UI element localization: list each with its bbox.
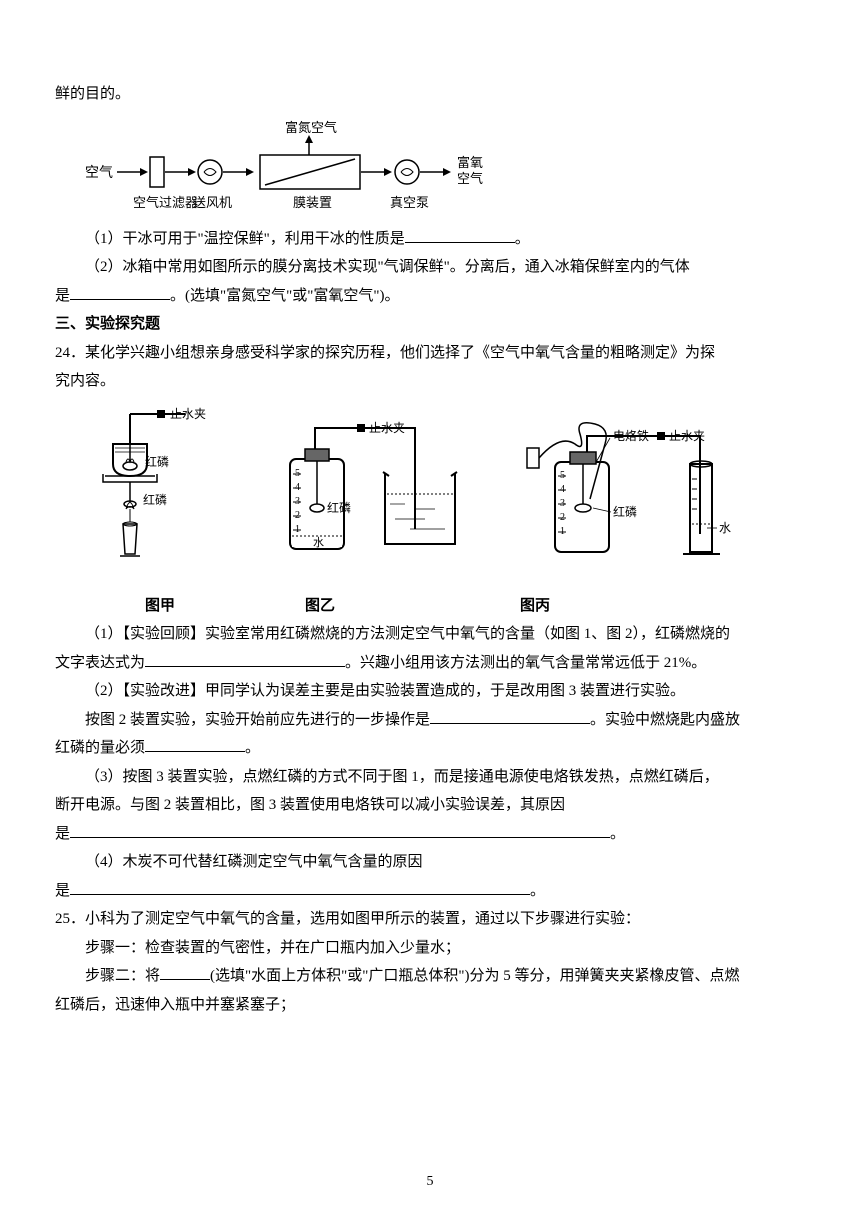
q25-intro: 25．小科为了测定空气中氧气的含量，选用如图甲所示的装置，通过以下步骤进行实验： xyxy=(55,905,805,934)
q2b-pre: 是 xyxy=(55,288,70,304)
q24-4b: 是。 xyxy=(55,877,805,906)
label-air-in: 空气 xyxy=(85,165,113,181)
figure-3: 电烙铁 止水夹 5 4 3 2 1 红磷 水 xyxy=(525,404,755,584)
q24-3c-pre: 是 xyxy=(55,826,70,842)
question-2b: 是 。(选填"富氮空气"或"富氧空气")。 xyxy=(55,282,805,311)
blank-q24-3 xyxy=(70,822,610,838)
q25-s2-pre: 步骤二：将 xyxy=(85,968,160,984)
q24-1b-pre: 文字表达式为 xyxy=(55,655,145,671)
fig1-redp1: 红磷 xyxy=(145,454,169,469)
q24-2b-post: 。实验中燃烧匙内盛放 xyxy=(590,712,740,728)
q1-text: （1）干冰可用于"温控保鲜"，利用干冰的性质是 xyxy=(85,231,405,247)
label-out-top: 富氧 xyxy=(457,155,483,170)
q24-2c: 红磷的量必须 。 xyxy=(55,734,805,763)
caption-fig3: 图丙 xyxy=(520,592,550,621)
q24-2b-pre: 按图 2 装置实验，实验开始前应先进行的一步操作是 xyxy=(85,712,430,728)
q24-intro2: 究内容。 xyxy=(55,367,805,396)
q25-s2: 步骤二：将 (选填"水面上方体积"或"广口瓶总体积")分为 5 等分，用弹簧夹夹紧… xyxy=(55,962,805,991)
q2b-post: 。(选填"富氮空气"或"富氧空气")。 xyxy=(170,288,399,304)
label-out-bottom: 空气 xyxy=(457,171,483,186)
q1-end: 。 xyxy=(515,231,530,247)
blank-q24-4 xyxy=(70,879,530,895)
fig3-redp: 红磷 xyxy=(613,504,637,519)
label-membrane: 膜装置 xyxy=(293,195,332,210)
fig1-clamp: 止水夹 xyxy=(170,407,206,421)
figure-1: 止水夹 红磷 红磷 xyxy=(95,404,225,584)
diagram-membrane-flow: 空气 空气过滤器 送风机 富氮空气 膜装置 真空泵 富氧 空气 xyxy=(75,117,805,217)
q24-2b: 按图 2 装置实验，实验开始前应先进行的一步操作是 。实验中燃烧匙内盛放 xyxy=(55,706,805,735)
q24-1b: 文字表达式为 。兴趣小组用该方法测出的氧气含量常常远低于 21%。 xyxy=(55,649,805,678)
caption-fig2: 图乙 xyxy=(305,592,335,621)
q25-s3: 红磷后，迅速伸入瓶中并塞紧塞子； xyxy=(55,991,805,1020)
fig1-redp2: 红磷 xyxy=(143,492,167,507)
fig3-water: 水 xyxy=(719,521,731,535)
fig2-water1: 水 xyxy=(313,536,324,549)
figure-2: 止水夹 5 4 3 2 1 红磷 水 xyxy=(265,404,485,584)
q24-intro: 24．某化学兴趣小组想亲身感受科学家的探究历程，他们选择了《空气中氧气含量的粗略… xyxy=(55,339,805,368)
q24-3c-post: 。 xyxy=(610,826,625,842)
q24-4a: （4）木炭不可代替红磷测定空气中氧气含量的原因 xyxy=(55,848,805,877)
blank-q1 xyxy=(405,227,515,243)
caption-fig1: 图甲 xyxy=(145,592,175,621)
section-3-title: 三、实验探究题 xyxy=(55,310,805,339)
question-2a: （2）冰箱中常用如图所示的膜分离技术实现"气调保鲜"。分离后，通入冰箱保鲜室内的… xyxy=(55,253,805,282)
blank-q24-2 xyxy=(430,708,590,724)
document-body: 鲜的目的。 空气 空气过滤器 送风机 富氮空气 膜装置 真空泵 富氧 xyxy=(55,80,805,1019)
question-1: （1）干冰可用于"温控保鲜"，利用干冰的性质是 。 xyxy=(55,225,805,254)
label-fudan: 富氮空气 xyxy=(285,120,337,135)
q24-2c-pre: 红磷的量必须 xyxy=(55,740,145,756)
q24-4b-pre: 是 xyxy=(55,883,70,899)
label-blower: 送风机 xyxy=(193,195,232,210)
q24-3a: （3）按图 3 装置实验，点燃红磷的方式不同于图 1，而是接通电源使电烙铁发热，… xyxy=(55,763,805,792)
q24-1a: （1）【实验回顾】实验室常用红磷燃烧的方法测定空气中氧气的含量（如图 1、图 2… xyxy=(55,620,805,649)
q24-4b-post: 。 xyxy=(530,883,545,899)
blank-q2 xyxy=(70,284,170,300)
page-number: 5 xyxy=(427,1169,434,1196)
q24-2a: （2）【实验改进】甲同学认为误差主要是由实验装置造成的，于是改用图 3 装置进行… xyxy=(55,677,805,706)
figure-captions: 图甲 图乙 图丙 xyxy=(145,592,805,621)
blank-q24-1 xyxy=(145,651,345,667)
blank-q25 xyxy=(160,964,210,980)
q24-3c: 是。 xyxy=(55,820,805,849)
blank-q24-2c xyxy=(145,736,245,752)
q25-s2-post: (选填"水面上方体积"或"广口瓶总体积")分为 5 等分，用弹簧夹夹紧橡皮管、点… xyxy=(210,968,740,984)
q24-1b-post: 。兴趣小组用该方法测出的氧气含量常常远低于 21%。 xyxy=(345,655,706,671)
label-vacuum: 真空泵 xyxy=(390,195,429,210)
q24-3b: 断开电源。与图 2 装置相比，图 3 装置使用电烙铁可以减小实验误差，其原因 xyxy=(55,791,805,820)
fig2-redp: 红磷 xyxy=(327,500,351,515)
label-filter: 空气过滤器 xyxy=(133,195,198,210)
continuation-line: 鲜的目的。 xyxy=(55,80,805,109)
diagram-apparatus-row: 止水夹 红磷 红磷 止水夹 5 4 3 xyxy=(95,404,805,584)
q25-s1: 步骤一：检查装置的气密性，并在广口瓶内加入少量水； xyxy=(55,934,805,963)
q24-2c-post: 。 xyxy=(245,740,260,756)
